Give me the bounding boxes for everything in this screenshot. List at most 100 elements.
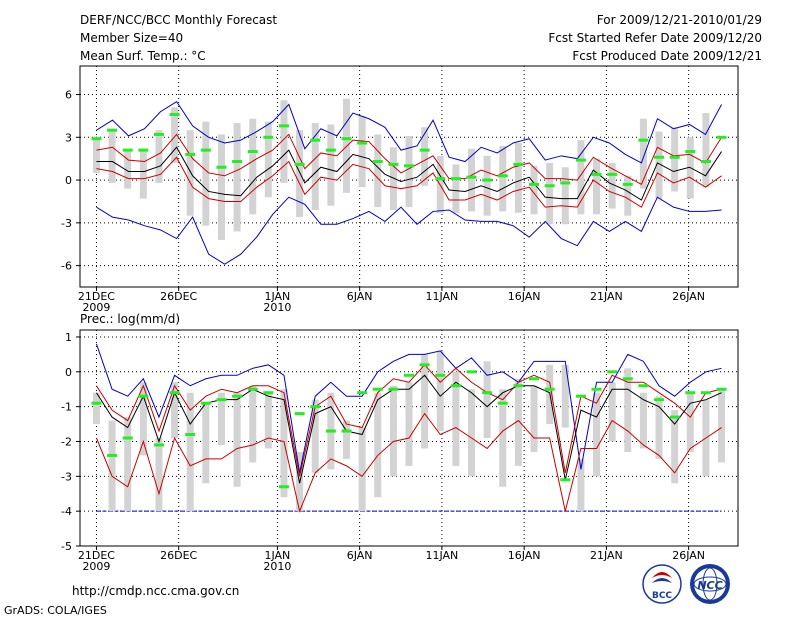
observed-marker xyxy=(544,184,555,188)
ensemble-spread-bar xyxy=(374,134,382,208)
ensemble-spread-bar xyxy=(671,127,679,192)
x-tick-year-label: 2010 xyxy=(263,301,291,314)
observed-marker xyxy=(560,478,571,482)
observed-marker xyxy=(560,181,571,185)
y-tick-label: -2 xyxy=(61,435,72,448)
ensemble-spread-bar xyxy=(108,420,116,512)
plot-frame xyxy=(79,329,739,547)
ensemble-spread-bar xyxy=(655,396,663,459)
y-tick-label: 1 xyxy=(65,331,72,344)
ensemble-maximum-line xyxy=(96,100,722,164)
observed-marker xyxy=(232,394,243,398)
ensemble-spread-bar xyxy=(452,164,460,213)
observed-marker xyxy=(685,391,696,395)
header-title: DERF/NCC/BCC Monthly Forecast xyxy=(80,13,277,27)
upper-spread-line xyxy=(96,364,722,477)
ensemble-spread-bar xyxy=(624,175,632,216)
ensemble-spread-bar xyxy=(639,392,647,449)
observed-marker xyxy=(450,384,461,388)
x-tick-label: 21DEC xyxy=(78,290,115,303)
ensemble-spread-bar xyxy=(671,410,679,484)
x-tick-year-label: 2009 xyxy=(82,301,110,314)
x-tick-label: 26JAN xyxy=(672,549,705,562)
observed-marker xyxy=(372,387,383,391)
observed-marker xyxy=(435,373,446,377)
footer-grads-credit: GrADS: COLA/IGES xyxy=(4,604,107,617)
ensemble-spread-bar xyxy=(249,385,257,463)
ensemble-spread-bar xyxy=(593,158,601,215)
upper-spread-line xyxy=(96,133,722,186)
ensemble-spread-bar xyxy=(577,140,585,215)
y-tick-label: -6 xyxy=(61,260,72,273)
observed-marker xyxy=(466,370,477,374)
footer-url[interactable]: http://cmdp.ncc.cma.gov.cn xyxy=(72,584,239,598)
observed-marker xyxy=(388,162,399,166)
observed-marker xyxy=(419,148,430,152)
observed-marker xyxy=(497,401,508,405)
observed-marker xyxy=(482,178,493,182)
observed-marker xyxy=(357,391,368,395)
ensemble-spread-bar xyxy=(624,368,632,452)
ensemble-spread-bar xyxy=(155,438,163,512)
ensemble-spread-bar xyxy=(405,135,413,208)
ensemble-spread-bar xyxy=(280,100,288,183)
bcc-logo-text: BCC xyxy=(652,591,672,601)
ensemble-mean-line xyxy=(96,146,722,201)
ensemble-spread-bar xyxy=(264,121,272,198)
ensemble-spread-bar xyxy=(358,427,366,512)
observed-marker xyxy=(638,384,649,388)
ensemble-spread-bar xyxy=(514,142,522,213)
observed-marker xyxy=(91,137,102,141)
observed-marker xyxy=(169,112,180,116)
observed-marker xyxy=(325,429,336,433)
ncc-logo: NCC xyxy=(690,564,730,604)
ensemble-spread-bar xyxy=(233,123,241,232)
observed-marker xyxy=(278,124,289,128)
ensemble-spread-bar xyxy=(421,127,429,186)
observed-marker xyxy=(482,391,493,395)
ensemble-spread-bar xyxy=(483,361,491,438)
observed-marker xyxy=(591,387,602,391)
ensemble-spread-bar xyxy=(124,151,132,189)
observed-marker xyxy=(325,148,336,152)
observed-marker xyxy=(404,164,414,168)
ensemble-spread-bar xyxy=(202,403,210,484)
observed-marker xyxy=(278,485,289,489)
observed-marker xyxy=(669,415,680,419)
observed-marker xyxy=(357,141,368,145)
y-tick-label: 0 xyxy=(65,174,72,187)
observed-marker xyxy=(185,433,196,437)
ensemble-spread-bar xyxy=(530,385,538,452)
ensemble-spread-bar xyxy=(264,392,272,449)
ensemble-spread-bar xyxy=(139,151,147,199)
ensemble-spread-bar xyxy=(718,389,726,463)
observed-marker xyxy=(607,370,618,374)
ensemble-spread-bar xyxy=(311,399,319,473)
observed-marker xyxy=(685,150,696,154)
observed-marker xyxy=(310,405,321,409)
ensemble-spread-bar xyxy=(436,350,444,432)
ensemble-spread-bar xyxy=(468,148,476,212)
ensemble-spread-bar xyxy=(358,115,366,188)
observed-marker xyxy=(200,148,211,152)
observed-marker xyxy=(122,436,133,440)
ensemble-spread-bar xyxy=(405,382,413,466)
x-tick-year-label: 2009 xyxy=(82,560,110,573)
ensemble-spread-bar xyxy=(639,118,647,189)
observed-marker xyxy=(654,398,665,402)
y-tick-label: 3 xyxy=(65,131,72,144)
ensemble-mean-line xyxy=(96,374,722,484)
ensemble-spread-bar xyxy=(139,382,147,456)
observed-marker xyxy=(466,175,477,179)
ensemble-spread-bar xyxy=(92,392,100,425)
ensemble-minimum-line xyxy=(96,196,722,265)
y-tick-label: -3 xyxy=(61,217,72,230)
x-tick-label: 6JAN xyxy=(347,549,373,562)
observed-marker xyxy=(622,182,633,186)
observed-marker xyxy=(169,391,180,395)
y-tick-label: 0 xyxy=(65,366,72,379)
ensemble-spread-bar xyxy=(342,420,350,459)
observed-marker xyxy=(404,373,414,377)
